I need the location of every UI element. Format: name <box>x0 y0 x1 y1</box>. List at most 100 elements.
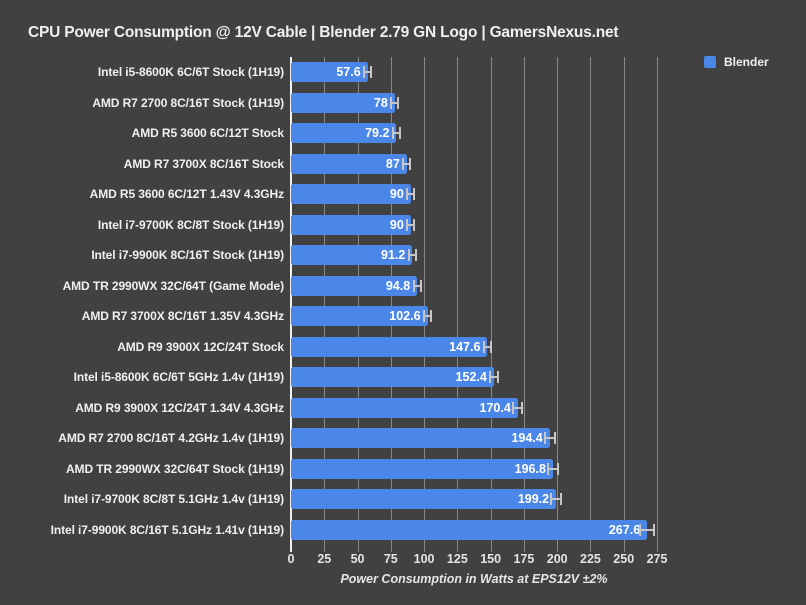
error-bar-cap-right <box>397 96 400 109</box>
bar-value-label: 90 <box>389 217 404 232</box>
error-bar-line <box>407 223 415 226</box>
x-axis-title: Power Consumption in Watts at EPS12V ±2% <box>340 572 608 586</box>
error-bar-line <box>640 528 655 531</box>
bar-row: AMD TR 2990WX 32C/64T Stock (1H19) 196.8 <box>0 454 806 485</box>
x-axis-ticks: 0 25 50 75 100 125 150 175 200 225 250 275 <box>288 552 668 568</box>
x-tick-label-150: 150 <box>480 552 502 566</box>
error-bar-cap-left <box>390 96 393 109</box>
gridline-50 <box>357 57 359 552</box>
category-label: AMD R5 3600 6C/12T Stock <box>131 126 284 140</box>
x-tick-label-175: 175 <box>513 552 535 566</box>
gridline-200 <box>557 57 559 552</box>
error-bar-cap-left <box>512 401 515 414</box>
error-bar-cap-left <box>406 188 409 201</box>
error-bar-cap-right <box>553 432 556 445</box>
bar-row: AMD R7 2700 8C/16T 4.2GHz 1.4v (1H19) 194… <box>0 423 806 454</box>
bar-row: Intel i7-9900K 8C/16T Stock (1H19) 91.2 <box>0 240 806 271</box>
category-label: Intel i7-9700K 8C/8T 5.1GHz 1.4v (1H19) <box>63 492 284 506</box>
error-bar-line <box>513 406 523 409</box>
error-bar-cap-left <box>402 157 405 170</box>
bar-row: AMD TR 2990WX 32C/64T (Game Mode) 94.8 <box>0 271 806 302</box>
x-tick-label-50: 50 <box>350 552 365 566</box>
legend-label: Blender <box>724 55 769 69</box>
legend: Blender <box>704 55 769 69</box>
bar: 170.4 <box>291 397 518 418</box>
bar-value-label: 152.4 <box>455 370 487 385</box>
error-bar-cap-left <box>639 523 642 536</box>
category-label: Intel i7-9700K 8C/8T Stock (1H19) <box>97 217 284 232</box>
x-tick-label-75: 75 <box>383 552 398 566</box>
error-bar-line <box>424 315 432 318</box>
gridline-225 <box>590 57 592 552</box>
error-bar-cap-left <box>546 462 549 475</box>
category-label: AMD TR 2990WX 32C/64T (Game Mode) <box>62 278 285 293</box>
error-bar-cap-right <box>413 218 416 231</box>
error-bar-line <box>408 254 416 257</box>
error-bar-cap-left <box>549 493 552 506</box>
bar-row: AMD R5 3600 6C/12T Stock 79.2 <box>0 118 806 149</box>
bar: 194.4 <box>291 428 550 449</box>
bar-row: Intel i7-9700K 8C/8T 5.1GHz 1.4v (1H19) 1… <box>0 484 806 515</box>
bar-row: AMD R7 3700X 8C/16T 1.35V 4.3GHz 102.6 <box>0 301 806 332</box>
error-bar-cap-left <box>482 340 485 353</box>
gridline-25 <box>324 57 326 552</box>
gridline-125 <box>457 57 459 552</box>
gridline-75 <box>390 57 392 552</box>
bar: 196.8 <box>291 458 553 479</box>
bar-value-label: 170.4 <box>479 400 511 415</box>
bar-row: AMD R9 3900X 12C/24T Stock 147.6 <box>0 332 806 363</box>
error-bar-cap-right <box>409 157 412 170</box>
bar-row: Intel i5-8600K 6C/6T 5GHz 1.4v (1H19) 152… <box>0 362 806 393</box>
bar: 87 <box>291 153 407 174</box>
bar-value-label: 78 <box>373 95 388 110</box>
gridline-275 <box>657 57 658 552</box>
bar-row: AMD R7 2700 8C/16T Stock (1H19) 78 <box>0 88 806 119</box>
category-label: AMD R7 3700X 8C/16T Stock <box>123 156 284 171</box>
bar-value-label: 196.8 <box>514 461 546 476</box>
error-bar-cap-right <box>490 340 493 353</box>
category-label: Intel i5-8600K 6C/6T Stock (1H19) <box>97 65 284 79</box>
error-bar-cap-right <box>560 493 563 506</box>
category-label: AMD R7 3700X 8C/16T 1.35V 4.3GHz <box>81 309 284 323</box>
category-label: AMD R5 3600 6C/12T 1.43V 4.3GHz <box>89 187 284 201</box>
bar-value-label: 79.2 <box>365 126 390 141</box>
error-bar-line <box>413 284 421 287</box>
bar-value-label: 87 <box>385 156 400 171</box>
x-tick-label-100: 100 <box>413 552 435 566</box>
error-bar-cap-left <box>412 279 415 292</box>
category-label: AMD R7 2700 8C/16T Stock (1H19) <box>92 95 284 110</box>
error-bar-line <box>392 132 400 135</box>
error-bar-line <box>550 498 562 501</box>
bar: 91.2 <box>291 245 413 266</box>
bar-row: Intel i7-9900K 8C/16T 5.1GHz 1.41v (1H19… <box>0 515 806 546</box>
gridline-250 <box>623 57 625 552</box>
gridline-100 <box>424 57 426 552</box>
chart-title: CPU Power Consumption @ 12V Cable | Blen… <box>28 24 619 41</box>
bar-value-label: 199.2 <box>517 492 550 507</box>
category-label: Intel i5-8600K 6C/6T 5GHz 1.4v (1H19) <box>73 370 284 384</box>
category-label: AMD R9 3900X 12C/24T 1.34V 4.3GHz <box>75 400 284 415</box>
x-tick-label-250: 250 <box>613 552 635 566</box>
bar: 78 <box>291 92 395 113</box>
x-tick-label-25: 25 <box>317 552 332 566</box>
plot-area <box>290 57 658 552</box>
bar: 199.2 <box>291 489 557 510</box>
bar-value-label: 102.6 <box>389 309 421 324</box>
x-tick-label-200: 200 <box>546 552 568 566</box>
error-bar-line <box>407 193 415 196</box>
bar-value-label: 267.6 <box>608 522 641 537</box>
x-tick-label-275: 275 <box>646 552 668 566</box>
y-axis-line <box>290 57 292 552</box>
error-bar-line <box>403 162 411 165</box>
error-bar-cap-right <box>398 127 401 140</box>
bar: 90 <box>291 184 411 205</box>
error-bar-cap-right <box>419 279 422 292</box>
bar-value-label: 57.6 <box>336 65 361 80</box>
bar-row: Intel i7-9700K 8C/8T Stock (1H19) 90 <box>0 210 806 241</box>
bar: 57.6 <box>291 62 368 83</box>
bar-value-label: 194.4 <box>511 431 543 446</box>
bar: 102.6 <box>291 306 428 327</box>
bar-row: AMD R7 3700X 8C/16T Stock 87 <box>0 149 806 180</box>
error-bar-cap-left <box>407 249 410 262</box>
category-label: Intel i7-9900K 8C/16T 5.1GHz 1.41v (1H19… <box>50 522 284 537</box>
